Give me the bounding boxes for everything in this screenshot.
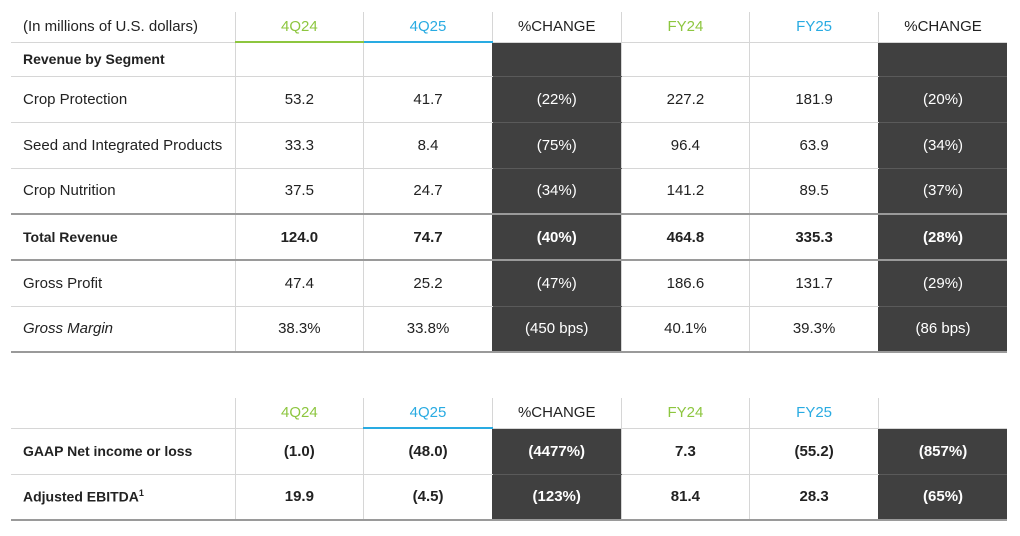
table-cell: 37.5: [234, 168, 364, 215]
change-cell: (65%): [877, 474, 1008, 521]
table-row: Gross Margin 38.3% 33.8% (450 bps) 40.1%…: [11, 306, 1008, 353]
change-cell: (28%): [877, 214, 1008, 261]
change-cell: (34%): [491, 168, 622, 215]
row-label: Crop Nutrition: [11, 168, 235, 215]
table-row: Gross Profit 47.4 25.2 (47%) 186.6 131.7…: [11, 260, 1008, 307]
table-cell: [749, 42, 879, 77]
col-4q24: 4Q24: [234, 12, 364, 43]
col-fy-change: %CHANGE: [877, 12, 1008, 43]
table-row: Adjusted EBITDA1 19.9 (4.5) (123%) 81.4 …: [11, 474, 1008, 521]
section-row: Revenue by Segment: [11, 42, 1008, 77]
total-row: Total Revenue 124.0 74.7 (40%) 464.8 335…: [11, 214, 1008, 261]
table-cell: 39.3%: [749, 306, 879, 353]
change-cell: (86 bps): [877, 306, 1008, 353]
table-cell: [620, 42, 750, 77]
col-4q24: 4Q24: [234, 398, 364, 429]
row-label: Gross Profit: [11, 260, 235, 307]
table-cell: 227.2: [620, 76, 750, 123]
table-row: Seed and Integrated Products 33.3 8.4 (7…: [11, 122, 1008, 169]
col-fy25: FY25: [749, 12, 879, 43]
earnings-table: 4Q24 4Q25 %CHANGE FY24 FY25 GAAP Net inc…: [11, 398, 1008, 521]
col-4q25: 4Q25: [363, 12, 493, 43]
row-label-text: Adjusted EBITDA: [23, 489, 139, 506]
table-cell: [877, 398, 1008, 429]
table-cell: 89.5: [749, 168, 879, 215]
units-label: (In millions of U.S. dollars): [11, 12, 235, 43]
change-cell: (4477%): [491, 428, 622, 475]
table-cell: 181.9: [749, 76, 879, 123]
row-label: Gross Margin: [11, 306, 235, 353]
revenue-table: (In millions of U.S. dollars) 4Q24 4Q25 …: [11, 12, 1008, 353]
table-cell: 41.7: [363, 76, 493, 123]
table-cell: 47.4: [234, 260, 364, 307]
table-cell: 124.0: [234, 214, 364, 261]
change-cell: (75%): [491, 122, 622, 169]
change-cell: (450 bps): [491, 306, 622, 353]
col-fy25: FY25: [749, 398, 879, 429]
table-cell: 96.4: [620, 122, 750, 169]
table-cell: 19.9: [234, 474, 364, 521]
table-cell: 53.2: [234, 76, 364, 123]
change-cell: (123%): [491, 474, 622, 521]
change-cell: (857%): [877, 428, 1008, 475]
row-label: Adjusted EBITDA1: [11, 474, 235, 521]
table-cell: 24.7: [363, 168, 493, 215]
change-cell: (29%): [877, 260, 1008, 307]
table-cell: [363, 42, 493, 77]
change-cell: (37%): [877, 168, 1008, 215]
table-cell: 74.7: [363, 214, 493, 261]
change-cell: (34%): [877, 122, 1008, 169]
header-row: (In millions of U.S. dollars) 4Q24 4Q25 …: [11, 12, 1008, 43]
table-cell: 464.8: [620, 214, 750, 261]
col-q-change: %CHANGE: [491, 398, 622, 429]
col-q-change: %CHANGE: [491, 12, 622, 43]
row-label: GAAP Net income or loss: [11, 428, 235, 475]
footnote-marker: 1: [138, 488, 144, 499]
table-row: GAAP Net income or loss (1.0) (48.0) (44…: [11, 428, 1008, 475]
table-cell: 8.4: [363, 122, 493, 169]
header-row: 4Q24 4Q25 %CHANGE FY24 FY25: [11, 398, 1008, 429]
col-fy24: FY24: [620, 12, 750, 43]
table-cell: [491, 42, 622, 77]
table-cell: [877, 42, 1008, 77]
table-cell: 131.7: [749, 260, 879, 307]
row-label: Total Revenue: [11, 214, 235, 261]
table-cell: 33.8%: [363, 306, 493, 353]
change-cell: (22%): [491, 76, 622, 123]
table-cell: 141.2: [620, 168, 750, 215]
table-cell: 33.3: [234, 122, 364, 169]
table-row: Crop Nutrition 37.5 24.7 (34%) 141.2 89.…: [11, 168, 1008, 215]
change-cell: (40%): [491, 214, 622, 261]
table-cell: [11, 398, 235, 429]
row-label: Seed and Integrated Products: [11, 122, 235, 169]
table-cell: 7.3: [620, 428, 750, 475]
col-4q25: 4Q25: [363, 398, 493, 429]
table-cell: 63.9: [749, 122, 879, 169]
table-cell: [234, 42, 364, 77]
table-cell: (1.0): [234, 428, 364, 475]
table-cell: 28.3: [749, 474, 879, 521]
table-row: Crop Protection 53.2 41.7 (22%) 227.2 18…: [11, 76, 1008, 123]
table-cell: 38.3%: [234, 306, 364, 353]
table-cell: 25.2: [363, 260, 493, 307]
change-cell: (47%): [491, 260, 622, 307]
table-cell: 335.3: [749, 214, 879, 261]
table-cell: (55.2): [749, 428, 879, 475]
table-cell: 81.4: [620, 474, 750, 521]
table-cell: 186.6: [620, 260, 750, 307]
section-label: Revenue by Segment: [11, 42, 235, 77]
table-cell: (4.5): [363, 474, 493, 521]
table-cell: (48.0): [363, 428, 493, 475]
table-cell: 40.1%: [620, 306, 750, 353]
row-label: Crop Protection: [11, 76, 235, 123]
col-fy24: FY24: [620, 398, 750, 429]
change-cell: (20%): [877, 76, 1008, 123]
